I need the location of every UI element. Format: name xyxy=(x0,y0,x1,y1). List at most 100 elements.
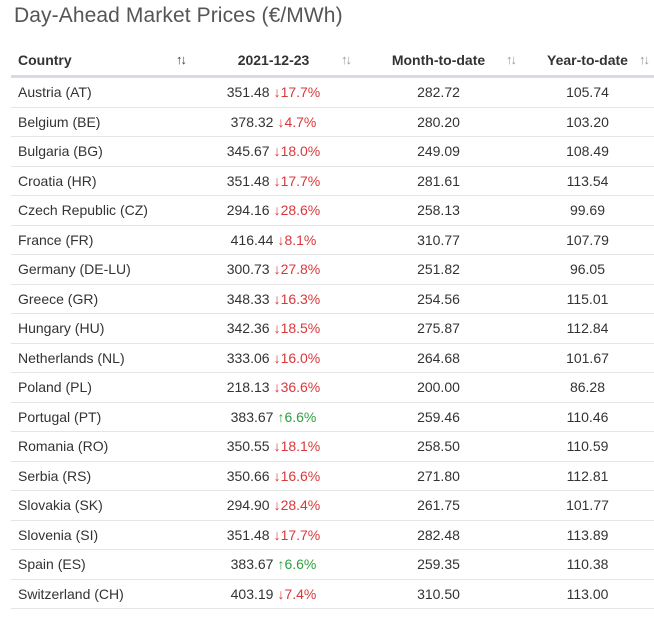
arrow-up-icon: ↑ xyxy=(277,556,285,573)
change-indicator: ↓17.7% xyxy=(274,173,321,189)
month-to-date-cell: 259.46 xyxy=(356,402,521,432)
country-cell: Bulgaria (BG) xyxy=(11,136,191,167)
table-row: Portugal (PT) 383.67 ↑6.6% 259.46 110.46 xyxy=(11,402,654,432)
year-to-date-cell: 99.69 xyxy=(521,195,654,226)
price-cell: 350.55 ↓18.1% xyxy=(191,431,356,462)
change-indicator: ↓16.6% xyxy=(274,468,321,484)
price-value: 348.33 xyxy=(226,290,270,307)
column-header-year-to-date[interactable]: Year-to-date ↑↓ xyxy=(521,44,654,78)
price-value: 350.66 xyxy=(226,467,270,484)
sort-up-down-icon[interactable]: ↑↓ xyxy=(176,52,187,67)
arrow-down-icon: ↓ xyxy=(277,585,285,602)
month-to-date-cell: 281.61 xyxy=(356,166,521,196)
price-value: 300.73 xyxy=(226,261,270,278)
year-to-date-cell: 110.46 xyxy=(521,402,654,432)
year-to-date-cell: 112.81 xyxy=(521,461,654,491)
price-cell: 351.48 ↓17.7% xyxy=(191,76,356,108)
arrow-down-icon: ↓ xyxy=(273,320,281,337)
change-indicator: ↓18.5% xyxy=(274,320,321,336)
arrow-down-icon: ↓ xyxy=(273,84,281,101)
column-header-country[interactable]: Country ↑↓ xyxy=(11,44,191,78)
change-value: 18.0% xyxy=(280,143,321,160)
table-row: Hungary (HU) 342.36 ↓18.5% 275.87 112.84 xyxy=(11,313,654,344)
arrow-down-icon: ↓ xyxy=(273,467,281,484)
price-value: 218.13 xyxy=(226,379,270,396)
change-value: 16.6% xyxy=(280,467,321,484)
year-to-date-cell: 108.49 xyxy=(521,136,654,167)
table-row: Switzerland (CH) 403.19 ↓7.4% 310.50 113.00 xyxy=(11,579,654,609)
price-cell: 416.44 ↓8.1% xyxy=(191,225,356,255)
price-value: 333.06 xyxy=(226,349,270,366)
change-value: 28.4% xyxy=(280,497,321,514)
price-value: 383.67 xyxy=(230,408,274,425)
table-row: Poland (PL) 218.13 ↓36.6% 200.00 86.28 xyxy=(11,372,654,403)
month-to-date-cell: 258.13 xyxy=(356,195,521,226)
table-row: Belgium (BE) 378.32 ↓4.7% 280.20 103.20 xyxy=(11,107,654,137)
country-cell: France (FR) xyxy=(11,225,191,255)
month-to-date-cell: 310.50 xyxy=(356,579,521,609)
country-cell: Austria (AT) xyxy=(11,76,191,108)
price-value: 351.48 xyxy=(226,172,270,189)
change-value: 16.3% xyxy=(280,290,321,307)
arrow-down-icon: ↓ xyxy=(273,438,281,455)
year-to-date-cell: 107.79 xyxy=(521,225,654,255)
table-row: Netherlands (NL) 333.06 ↓16.0% 264.68 101.67 xyxy=(11,343,654,373)
table-row: Romania (RO) 350.55 ↓18.1% 258.50 110.59 xyxy=(11,431,654,462)
sort-up-down-icon[interactable]: ↑↓ xyxy=(341,52,352,67)
month-to-date-cell: 261.75 xyxy=(356,490,521,521)
country-cell: Serbia (RS) xyxy=(11,461,191,491)
price-cell: 383.67 ↑6.6% xyxy=(191,549,356,580)
change-value: 27.8% xyxy=(280,261,321,278)
year-to-date-cell: 115.01 xyxy=(521,284,654,314)
table-header-row: Country ↑↓ 2021-12-23 ↑↓ Month-to-date ↑… xyxy=(11,44,654,78)
column-header-month-to-date[interactable]: Month-to-date ↑↓ xyxy=(356,44,521,78)
arrow-down-icon: ↓ xyxy=(273,379,281,396)
price-value: 403.19 xyxy=(230,585,274,602)
price-cell: 294.90 ↓28.4% xyxy=(191,490,356,521)
change-indicator: ↓18.0% xyxy=(274,143,321,159)
column-header-label: Country xyxy=(18,51,72,68)
change-indicator: ↓17.7% xyxy=(274,527,321,543)
price-cell: 403.19 ↓7.4% xyxy=(191,579,356,609)
year-to-date-cell: 113.00 xyxy=(521,579,654,609)
table-body: Austria (AT) 351.48 ↓17.7% 282.72 105.74 Belg… xyxy=(11,76,654,609)
table-row: France (FR) 416.44 ↓8.1% 310.77 107.79 xyxy=(11,225,654,255)
country-cell: Germany (DE-LU) xyxy=(11,254,191,285)
table-row: Bulgaria (BG) 345.67 ↓18.0% 249.09 108.49 xyxy=(11,136,654,167)
sort-up-down-icon[interactable]: ↑↓ xyxy=(506,52,517,67)
country-cell: Greece (GR) xyxy=(11,284,191,314)
year-to-date-cell: 101.67 xyxy=(521,343,654,373)
price-value: 378.32 xyxy=(230,113,274,130)
price-value: 342.36 xyxy=(226,320,270,337)
change-indicator: ↑6.6% xyxy=(277,556,316,572)
change-value: 8.1% xyxy=(284,231,317,248)
country-cell: Czech Republic (CZ) xyxy=(11,195,191,226)
price-cell: 351.48 ↓17.7% xyxy=(191,166,356,196)
column-header-label: Year-to-date xyxy=(547,51,628,68)
table-row: Czech Republic (CZ) 294.16 ↓28.6% 258.13 99.… xyxy=(11,195,654,226)
year-to-date-cell: 113.89 xyxy=(521,520,654,550)
country-cell: Netherlands (NL) xyxy=(11,343,191,373)
change-indicator: ↓8.1% xyxy=(277,232,316,248)
change-indicator: ↓28.4% xyxy=(274,497,321,513)
arrow-up-icon: ↑ xyxy=(277,408,285,425)
month-to-date-cell: 251.82 xyxy=(356,254,521,285)
price-value: 294.90 xyxy=(226,497,270,514)
month-to-date-cell: 275.87 xyxy=(356,313,521,344)
country-cell: Switzerland (CH) xyxy=(11,579,191,609)
table-row: Germany (DE-LU) 300.73 ↓27.8% 251.82 96.05 xyxy=(11,254,654,285)
price-cell: 345.67 ↓18.0% xyxy=(191,136,356,167)
price-value: 351.48 xyxy=(226,526,270,543)
month-to-date-cell: 282.48 xyxy=(356,520,521,550)
month-to-date-cell: 258.50 xyxy=(356,431,521,462)
change-value: 16.0% xyxy=(280,349,321,366)
arrow-down-icon: ↓ xyxy=(273,172,281,189)
country-cell: Hungary (HU) xyxy=(11,313,191,344)
sort-up-down-icon[interactable]: ↑↓ xyxy=(639,52,650,67)
arrow-down-icon: ↓ xyxy=(273,290,281,307)
change-indicator: ↓17.7% xyxy=(274,84,321,100)
month-to-date-cell: 200.00 xyxy=(356,372,521,403)
column-header-date[interactable]: 2021-12-23 ↑↓ xyxy=(191,44,356,78)
change-value: 18.1% xyxy=(280,438,321,455)
price-cell: 333.06 ↓16.0% xyxy=(191,343,356,373)
